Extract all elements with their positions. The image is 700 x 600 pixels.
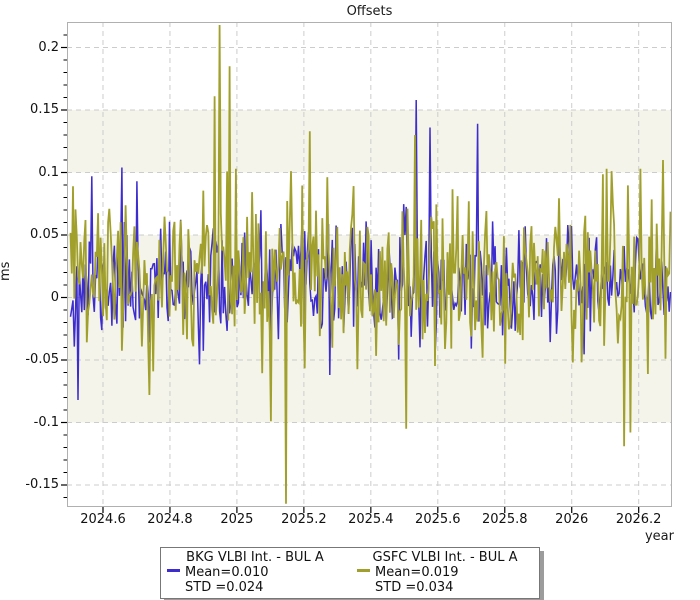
y-tick-label: 0.15 [30, 102, 59, 117]
x-tick-label: 2024.6 [80, 512, 126, 527]
legend-mean-label: Mean=0.010 [185, 565, 269, 580]
series-line-gsfc [69, 24, 672, 504]
x-tick-label: 2025.4 [348, 512, 394, 527]
legend-series-name: BKG VLBI Int. - BUL A [186, 550, 324, 565]
x-tick-label: 2026.2 [615, 512, 662, 527]
y-tick-label: -0.15 [25, 477, 59, 492]
x-tick-label: 2025.8 [482, 512, 528, 527]
chart-title: Offsets [346, 4, 393, 19]
y-tick-label: 0.1 [38, 164, 59, 180]
shaded-band [67, 110, 672, 173]
legend-entry-bkg: BKG VLBI Int. - BUL A Mean=0.010 STD =0.… [167, 550, 343, 595]
x-axis-label: year [644, 529, 674, 544]
y-tick-label: 0 [50, 289, 59, 305]
x-tick-label: 2025.6 [415, 512, 461, 527]
legend: BKG VLBI Int. - BUL A Mean=0.010 STD =0.… [160, 547, 540, 599]
x-tick-label: 2025 [220, 512, 254, 527]
legend-entry-gsfc: GSFC VLBI Int. - BUL A Mean=0.019 STD =0… [357, 550, 533, 595]
y-tick-label: -0.1 [33, 414, 59, 430]
plot-frame [67, 22, 672, 507]
legend-std-label: STD =0.024 [185, 580, 264, 595]
legend-std-label: STD =0.034 [375, 580, 454, 595]
y-tick-label: 0.2 [38, 39, 59, 55]
legend-mean-label: Mean=0.019 [375, 565, 459, 580]
x-tick-label: 2024.8 [147, 512, 193, 527]
legend-mean-row: Mean=0.010 [167, 565, 343, 580]
x-tick-label: 2026 [555, 512, 589, 527]
legend-series-name: GSFC VLBI Int. - BUL A [372, 550, 518, 565]
y-tick-label: 0.05 [30, 227, 59, 242]
y-tick-label: -0.05 [25, 352, 59, 367]
x-tick-label: 2025.2 [281, 512, 327, 527]
legend-mean-row: Mean=0.019 [357, 565, 533, 580]
series-color-swatch [357, 569, 370, 572]
series-color-swatch [167, 569, 180, 572]
